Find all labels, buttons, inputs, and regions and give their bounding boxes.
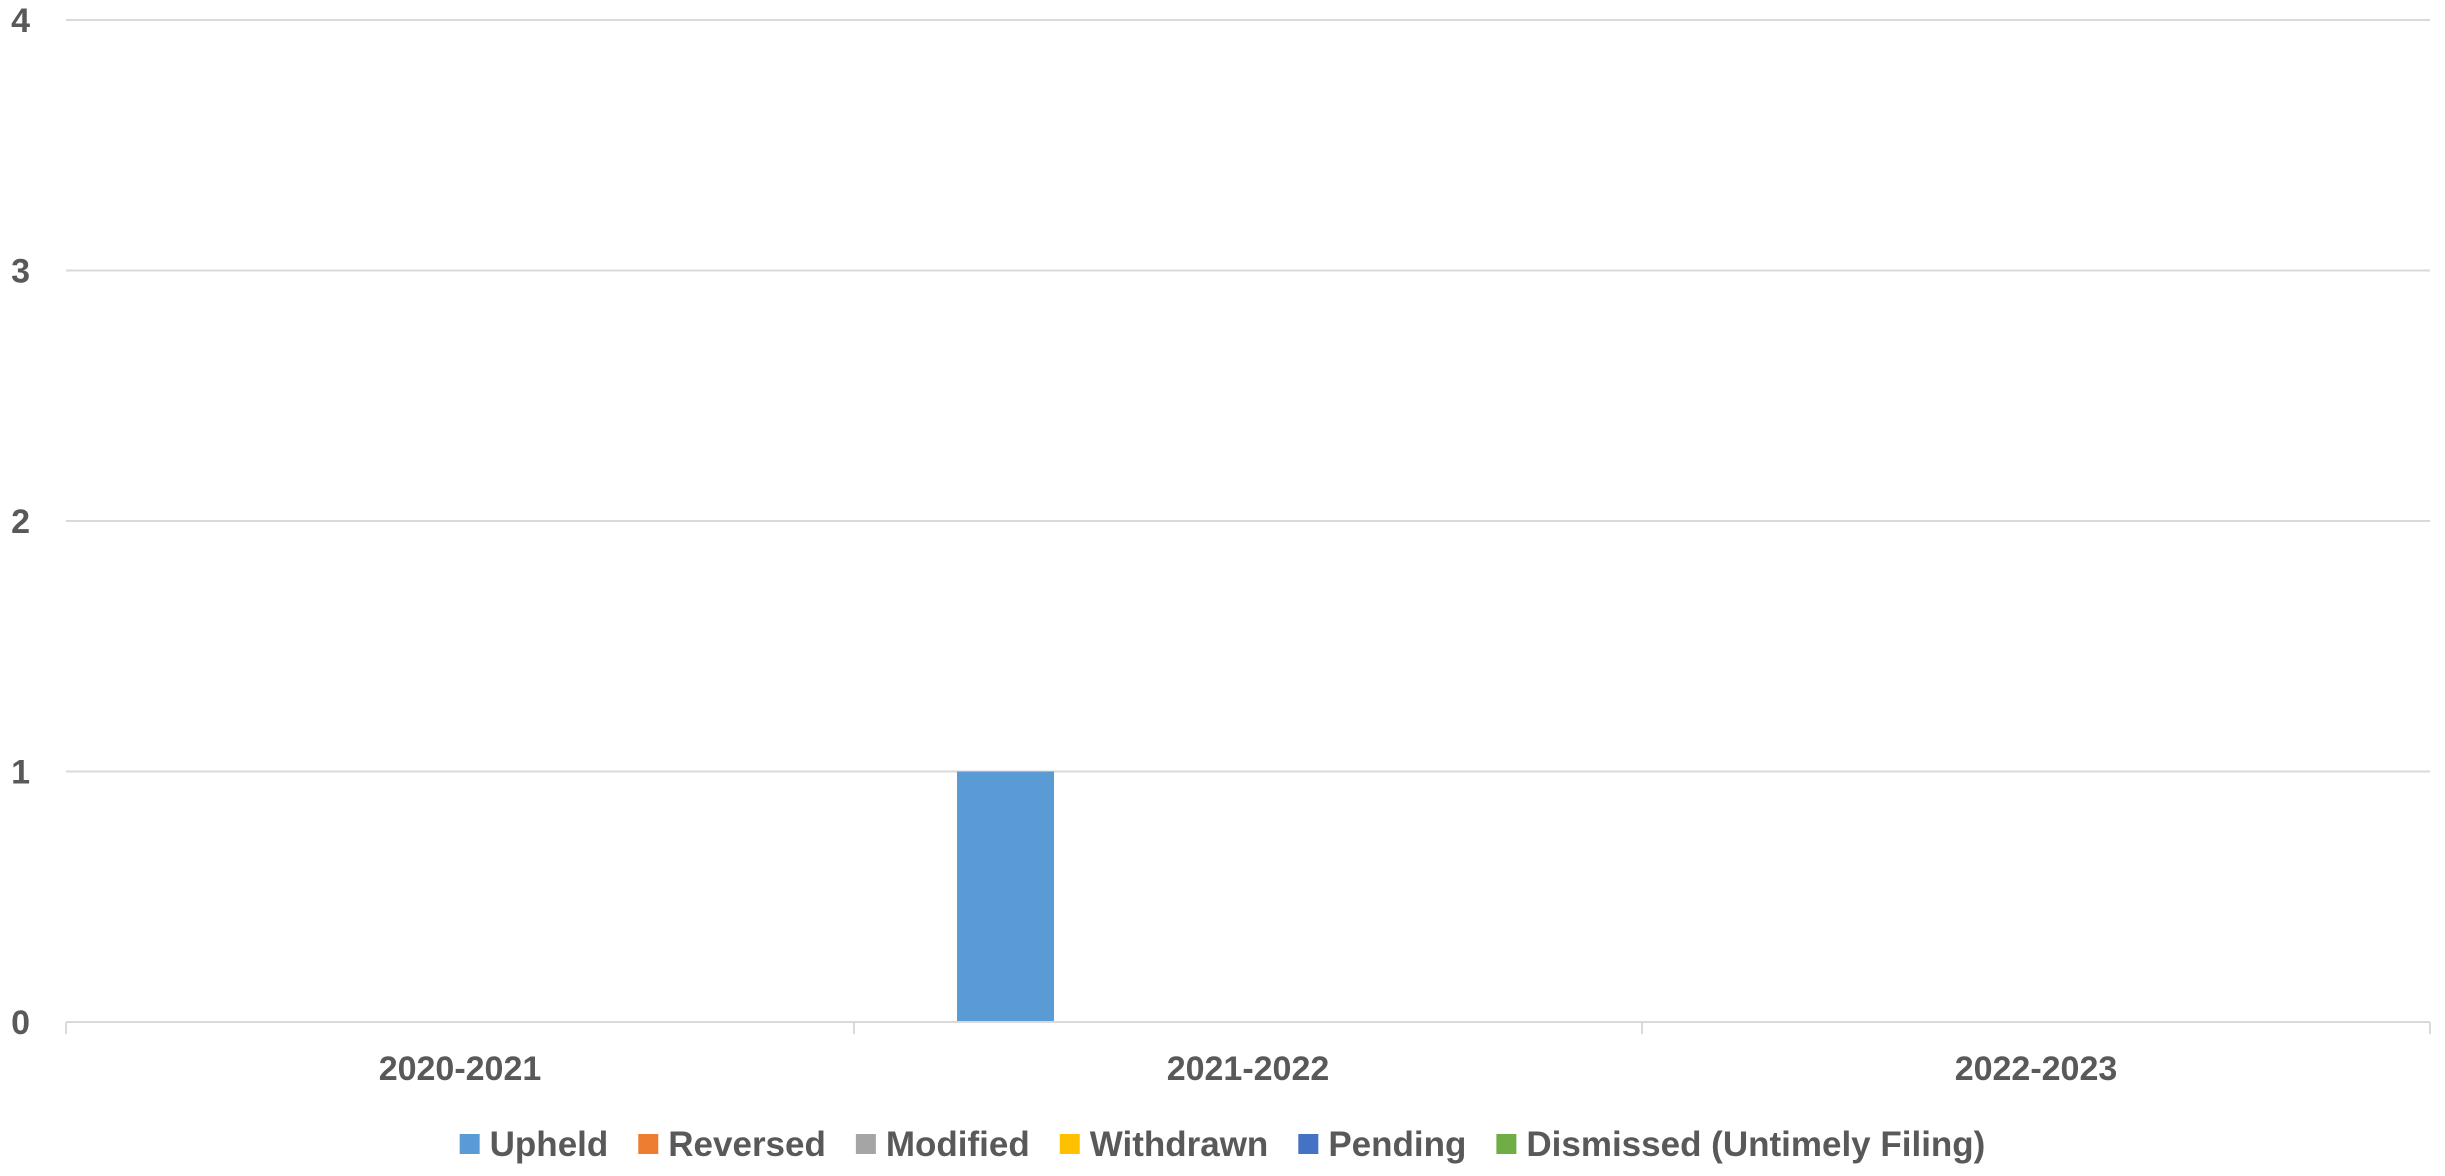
legend-swatch	[638, 1134, 659, 1154]
bars	[957, 771, 1054, 1022]
legend-item: Upheld	[459, 1125, 609, 1164]
gridlines	[66, 19, 2430, 773]
legend-label: Dismissed (Untimely Filing)	[1526, 1125, 1985, 1164]
legend-swatch	[1059, 1134, 1080, 1154]
y-tick-label: 2	[11, 503, 30, 541]
legend-item: Reversed	[638, 1125, 826, 1164]
legend-label: Reversed	[668, 1125, 826, 1164]
y-tick-label: 4	[11, 2, 30, 40]
legend: Upheld Reversed Modified Withdrawn Pending Di…	[459, 1125, 1985, 1164]
legend-swatch	[459, 1134, 480, 1154]
x-axis	[65, 1021, 2431, 1034]
legend-item: Withdrawn	[1059, 1125, 1269, 1164]
y-tick-labels: 0 1 2 3 4	[11, 2, 30, 1042]
legend-swatch	[1496, 1134, 1517, 1154]
legend-label: Modified	[886, 1125, 1030, 1164]
x-tick-labels: 2020-2021 2021-2022 2022-2023	[379, 1050, 2118, 1088]
x-tick-label: 2022-2023	[1955, 1050, 2118, 1088]
legend-swatch	[1298, 1134, 1319, 1154]
bar-upheld-2021-2022	[957, 771, 1054, 1022]
x-tick-label: 2021-2022	[1167, 1050, 1330, 1088]
legend-item: Pending	[1298, 1125, 1466, 1164]
legend-label: Withdrawn	[1090, 1125, 1269, 1164]
legend-item: Dismissed (Untimely Filing)	[1496, 1125, 1985, 1164]
x-tick-label: 2020-2021	[379, 1050, 542, 1088]
legend-item: Modified	[855, 1125, 1030, 1164]
y-tick-label: 1	[11, 754, 30, 792]
legend-label: Pending	[1328, 1125, 1466, 1164]
y-tick-label: 3	[11, 253, 30, 291]
legend-label: Upheld	[490, 1125, 609, 1164]
legend-swatch	[855, 1134, 876, 1154]
y-tick-label: 0	[11, 1004, 30, 1042]
